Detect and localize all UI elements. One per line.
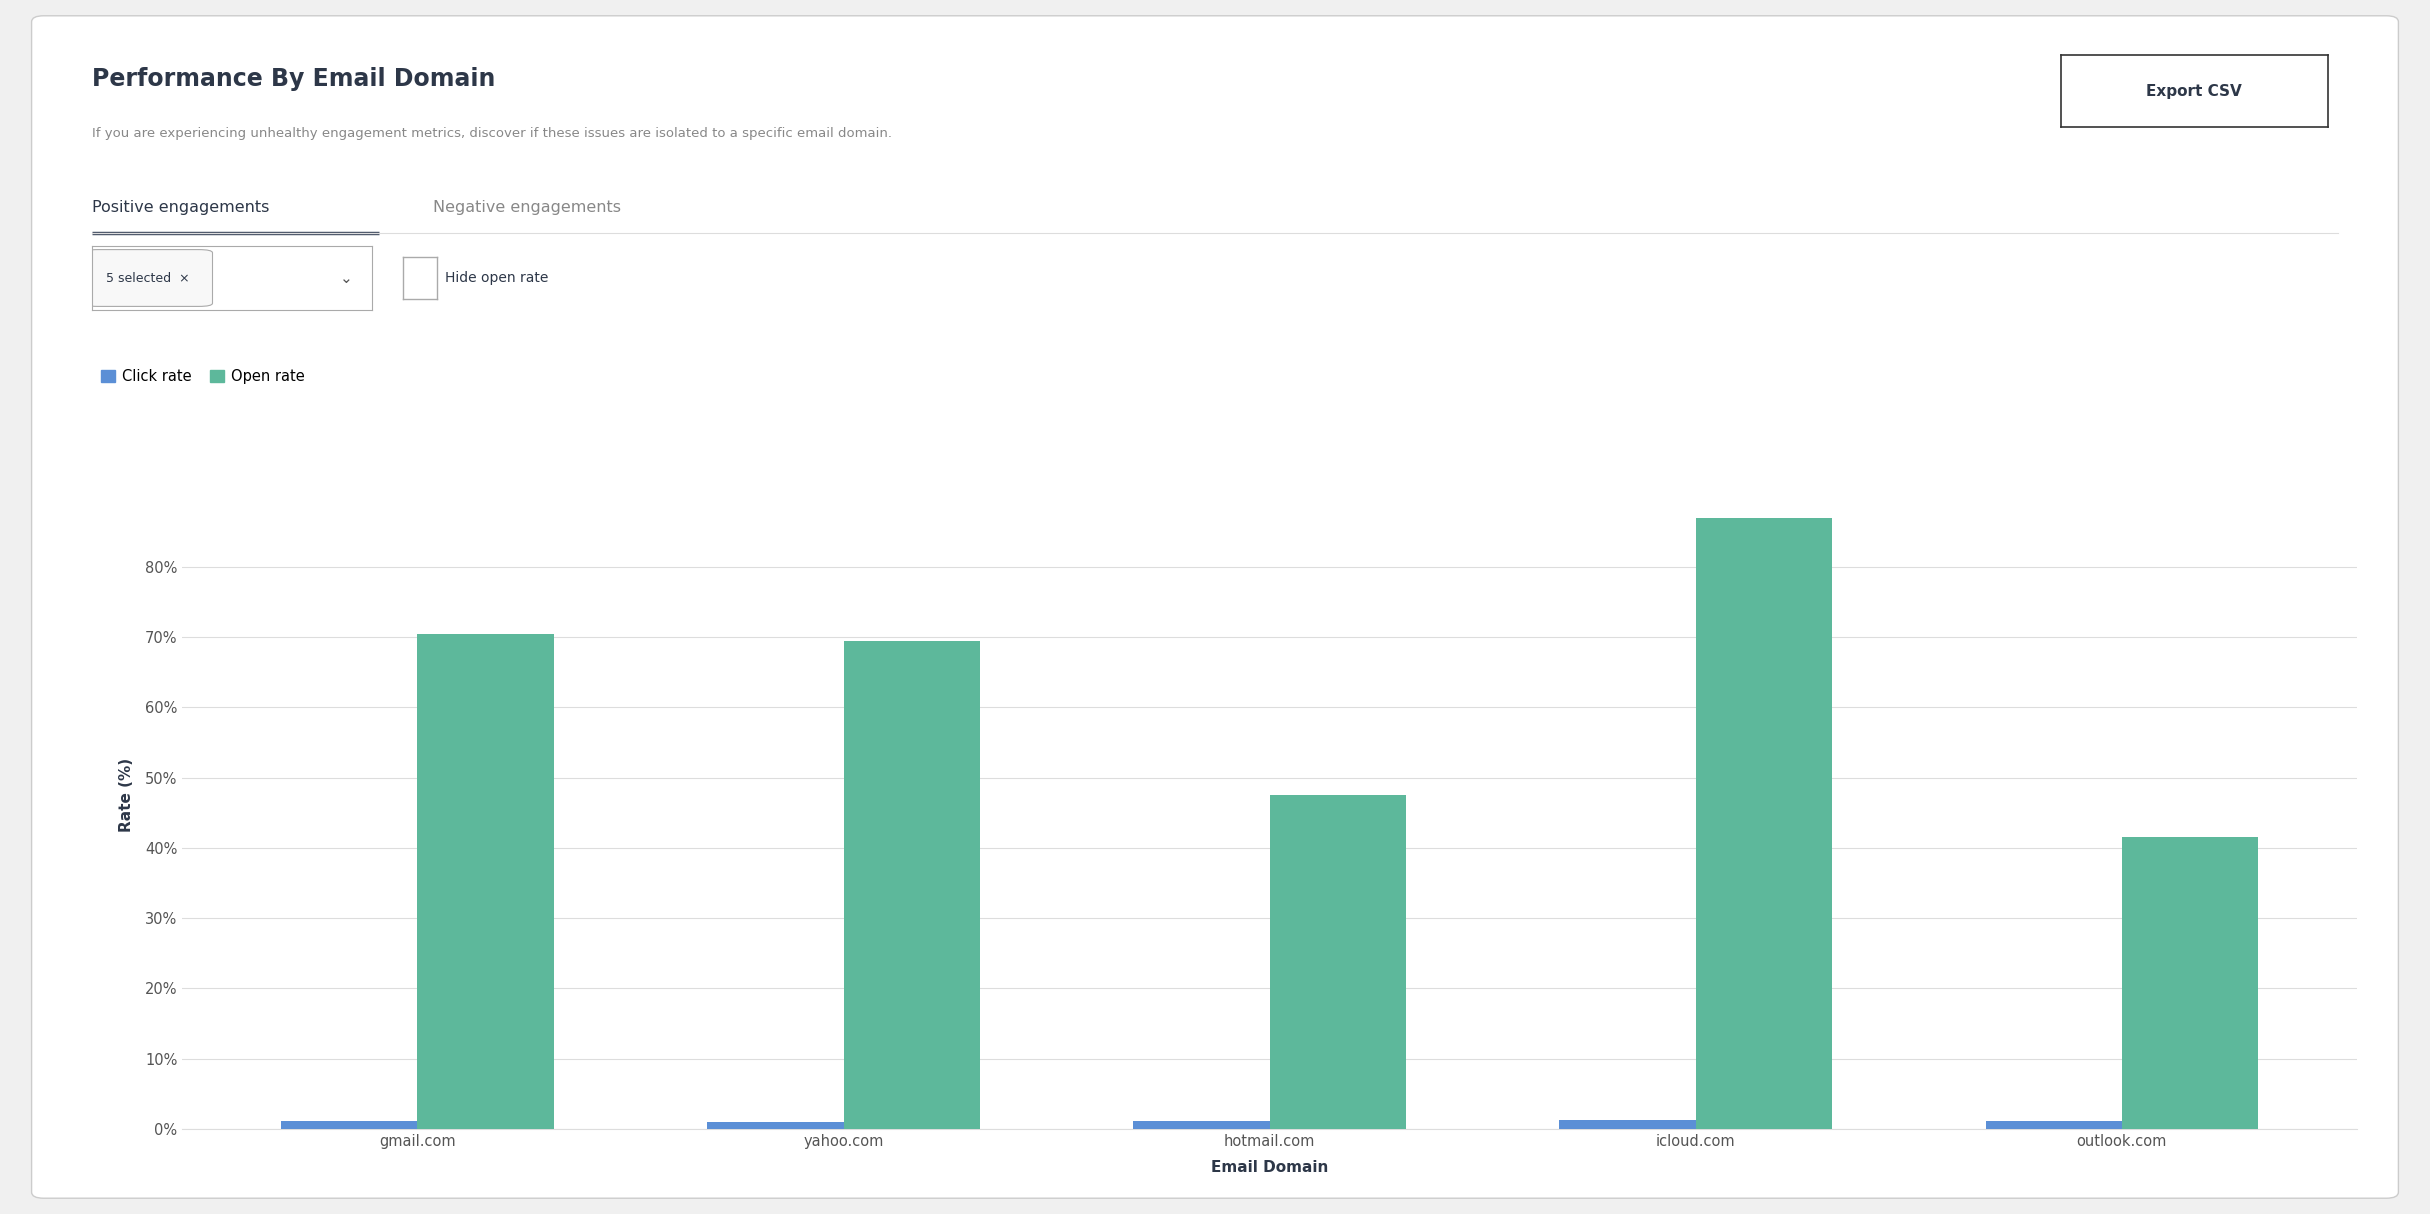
Text: Performance By Email Domain: Performance By Email Domain (92, 67, 496, 91)
Text: ⌄: ⌄ (340, 271, 352, 285)
Bar (1560, 1119, 1696, 1129)
Text: If you are experiencing unhealthy engagement metrics, discover if these issues a: If you are experiencing unhealthy engage… (92, 127, 892, 141)
Bar (2121, 838, 2257, 1129)
Text: Negative engagements: Negative engagements (433, 200, 620, 215)
Bar (418, 634, 554, 1129)
Y-axis label: Rate (%): Rate (%) (119, 758, 134, 833)
Text: Positive engagements: Positive engagements (92, 200, 270, 215)
FancyBboxPatch shape (85, 250, 211, 306)
Legend: Click rate, Open rate: Click rate, Open rate (95, 363, 311, 390)
Bar (1132, 1122, 1268, 1129)
Text: Export CSV: Export CSV (2146, 84, 2243, 98)
Text: Hide open rate: Hide open rate (445, 271, 549, 285)
Bar (1696, 517, 1832, 1129)
Bar (1985, 1122, 2121, 1129)
Bar (707, 1122, 843, 1129)
Text: 5 selected  ×: 5 selected × (107, 272, 190, 284)
Bar (282, 1121, 418, 1129)
Bar (1268, 795, 1407, 1129)
X-axis label: Email Domain: Email Domain (1210, 1161, 1329, 1175)
Bar (843, 641, 979, 1129)
